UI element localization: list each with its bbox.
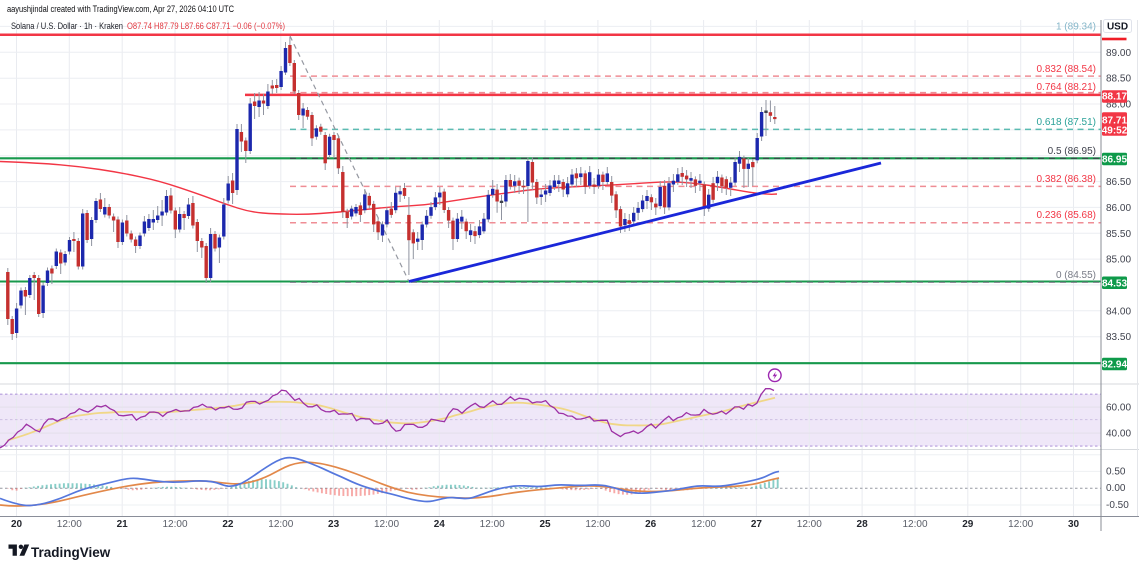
svg-text:83.50: 83.50 bbox=[1106, 332, 1131, 343]
svg-text:12:00: 12:00 bbox=[57, 519, 82, 530]
svg-text:22: 22 bbox=[222, 519, 234, 530]
svg-text:85.00: 85.00 bbox=[1106, 255, 1131, 266]
svg-text:0.00: 0.00 bbox=[1106, 483, 1126, 494]
svg-text:88.00: 88.00 bbox=[1106, 100, 1131, 111]
svg-text:TradingView: TradingView bbox=[31, 545, 111, 560]
svg-text:12:00: 12:00 bbox=[691, 519, 716, 530]
svg-text:30: 30 bbox=[1068, 519, 1080, 530]
svg-text:12:00: 12:00 bbox=[374, 519, 399, 530]
svg-text:O87.74 H87.79 L87.66 C87.71 −0: O87.74 H87.79 L87.66 C87.71 −0.06 (−0.07… bbox=[127, 21, 285, 31]
svg-text:0.5 (86.95): 0.5 (86.95) bbox=[1048, 146, 1096, 157]
svg-text:27: 27 bbox=[751, 519, 763, 530]
svg-text:88.17: 88.17 bbox=[1102, 92, 1127, 103]
svg-text:0.236 (85.68): 0.236 (85.68) bbox=[1037, 210, 1097, 221]
svg-text:84.53: 84.53 bbox=[1102, 278, 1127, 289]
svg-text:0.832 (88.54): 0.832 (88.54) bbox=[1037, 64, 1097, 75]
svg-text:0.50: 0.50 bbox=[1106, 466, 1126, 477]
svg-text:86.00: 86.00 bbox=[1106, 203, 1131, 214]
svg-text:1 (89.34): 1 (89.34) bbox=[1056, 22, 1096, 33]
svg-text:20: 20 bbox=[11, 519, 23, 530]
svg-text:28: 28 bbox=[857, 519, 869, 530]
svg-text:0 (84.55): 0 (84.55) bbox=[1056, 270, 1096, 281]
svg-text:86.95: 86.95 bbox=[1102, 154, 1127, 165]
svg-text:12:00: 12:00 bbox=[268, 519, 293, 530]
svg-text:aayushjindal created with Trad: aayushjindal created with TradingView.co… bbox=[7, 4, 234, 14]
svg-text:85.50: 85.50 bbox=[1106, 229, 1131, 240]
svg-text:88.50: 88.50 bbox=[1106, 74, 1131, 85]
svg-text:86.50: 86.50 bbox=[1106, 177, 1131, 188]
svg-text:24: 24 bbox=[434, 519, 446, 530]
svg-text:26: 26 bbox=[645, 519, 657, 530]
svg-text:84.00: 84.00 bbox=[1106, 306, 1131, 317]
svg-text:12:00: 12:00 bbox=[1008, 519, 1033, 530]
svg-text:25: 25 bbox=[539, 519, 551, 530]
svg-text:0.618 (87.51): 0.618 (87.51) bbox=[1037, 117, 1097, 128]
svg-text:-0.50: -0.50 bbox=[1106, 500, 1129, 511]
svg-text:49:52: 49:52 bbox=[1102, 125, 1128, 136]
svg-text:12:00: 12:00 bbox=[797, 519, 822, 530]
svg-text:89.00: 89.00 bbox=[1106, 48, 1131, 59]
svg-text:87.71: 87.71 bbox=[1102, 115, 1127, 126]
svg-text:29: 29 bbox=[962, 519, 974, 530]
svg-text:60.00: 60.00 bbox=[1106, 403, 1131, 414]
svg-text:40.00: 40.00 bbox=[1106, 429, 1131, 440]
svg-text:21: 21 bbox=[117, 519, 129, 530]
svg-text:12:00: 12:00 bbox=[162, 519, 187, 530]
svg-text:0.382 (86.38): 0.382 (86.38) bbox=[1037, 174, 1097, 185]
svg-text:USD: USD bbox=[1107, 22, 1128, 33]
svg-text:0.764 (88.21): 0.764 (88.21) bbox=[1037, 82, 1097, 93]
svg-text:12:00: 12:00 bbox=[902, 519, 927, 530]
svg-text:82.94: 82.94 bbox=[1102, 360, 1127, 371]
svg-text:12:00: 12:00 bbox=[480, 519, 505, 530]
svg-text:Solana / U.S. Dollar · 1h · Kr: Solana / U.S. Dollar · 1h · Kraken bbox=[11, 21, 123, 31]
svg-text:12:00: 12:00 bbox=[585, 519, 610, 530]
svg-text:23: 23 bbox=[328, 519, 340, 530]
